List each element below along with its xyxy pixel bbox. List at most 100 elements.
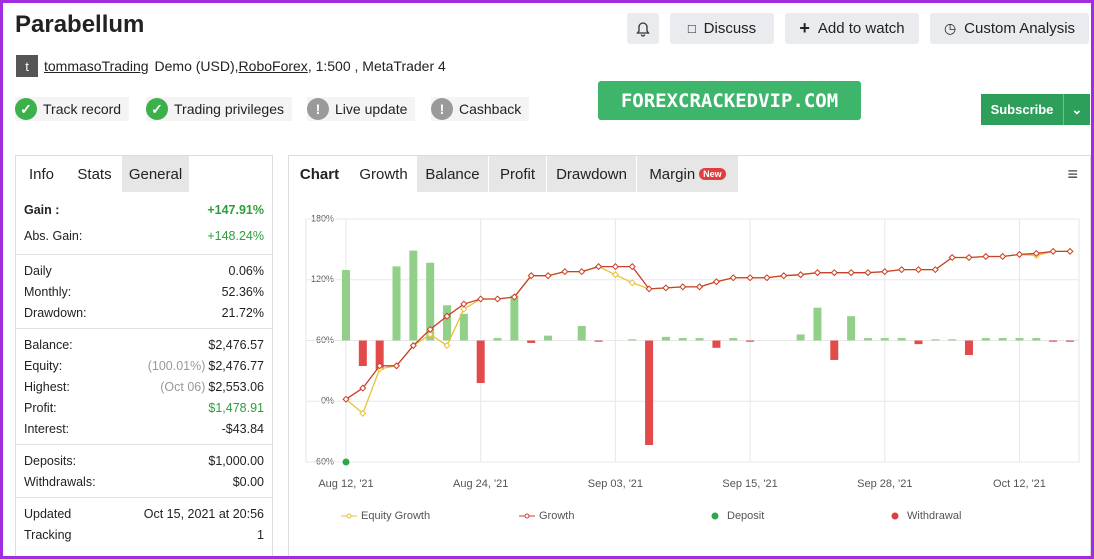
button-label: Discuss: [703, 20, 757, 37]
tab[interactable]: Chart: [289, 156, 351, 192]
stats-groups: Gain : +147.91% Abs. Gain: +148.24% Daily 0.0…: [16, 192, 272, 550]
bar: [1049, 340, 1058, 342]
stats-value: $1,000.00: [208, 453, 264, 468]
watch-button[interactable]: + Add to watch: [785, 13, 919, 44]
stats-label: Drawdown:: [24, 305, 87, 320]
stats-value-wrap: 21.72%: [222, 306, 264, 320]
point: [359, 409, 367, 417]
stats-row: Withdrawals: $0.00: [24, 471, 264, 492]
point: [409, 342, 417, 350]
bar: [729, 338, 738, 341]
point: [477, 295, 485, 303]
bar: [880, 338, 889, 341]
stats-label: Equity:: [24, 358, 63, 373]
stats-note: (Oct 06): [160, 379, 206, 394]
bar: [375, 340, 384, 370]
stats-value-wrap: 1: [257, 528, 264, 542]
tab[interactable]: Margin New: [637, 156, 739, 192]
stats-label: Tracking: [24, 527, 72, 542]
stats-label: Interest:: [24, 421, 70, 436]
new-badge: New: [699, 168, 726, 180]
settings-icon[interactable]: ≡: [1067, 164, 1078, 184]
stats-row: Gain : +147.91%: [24, 197, 264, 223]
bar: [998, 338, 1007, 341]
point: [426, 330, 434, 338]
bar: [443, 305, 452, 341]
point: [426, 325, 434, 333]
point: [611, 263, 619, 271]
bar: [1015, 338, 1024, 341]
bar: [948, 339, 957, 341]
tab[interactable]: Balance: [417, 156, 489, 192]
analysis-button[interactable]: ◷ Custom Analysis: [930, 13, 1089, 44]
stats-value-wrap: 52.36%: [222, 285, 264, 299]
legend-marker: [711, 512, 719, 520]
bar: [1066, 340, 1074, 342]
bar: [847, 316, 856, 341]
point: [1032, 249, 1040, 257]
tab[interactable]: Info: [16, 156, 68, 192]
bell-button[interactable]: [627, 13, 659, 44]
point: [780, 272, 788, 280]
x-tick-label: Aug 24, '21: [453, 478, 508, 490]
badge-label: Trading privileges: [174, 101, 284, 117]
bar: [594, 340, 603, 342]
stats-row: Highest: (Oct 06) $2,553.06: [24, 376, 264, 397]
stats-row: Drawdown: 21.72%: [24, 302, 264, 323]
stats-value-wrap: +148.24%: [207, 229, 264, 243]
stats-row: Deposits: $1,000.00: [24, 450, 264, 471]
stats-label: Updated: [24, 506, 72, 521]
point: [881, 268, 889, 276]
broker-link[interactable]: RoboForex: [238, 58, 308, 74]
y-tick-label: -60%: [313, 456, 334, 466]
point: [864, 269, 872, 277]
point: [392, 362, 401, 370]
stats-value: $0.00: [232, 474, 264, 489]
bar: [476, 340, 485, 384]
bar: [931, 339, 940, 341]
point: [696, 283, 704, 291]
subscribe-button[interactable]: Subscribe ⌄: [981, 94, 1090, 125]
subscribe-label: Subscribe: [990, 102, 1054, 117]
bar: [661, 336, 670, 341]
bar: [544, 335, 553, 341]
bar: [695, 338, 704, 341]
legend-label: Equity Growth: [361, 510, 430, 522]
badge-label: Cashback: [459, 101, 522, 117]
stats-value: $2,553.06: [208, 379, 264, 394]
stats-label: Highest:: [24, 379, 70, 394]
point: [712, 278, 720, 286]
point: [561, 268, 569, 276]
chart-panel: Chart Growth Balance Profit Drawdown Margin N…: [288, 155, 1091, 556]
point: [982, 252, 990, 260]
tab[interactable]: Profit: [489, 156, 547, 192]
x-tick-label: Sep 28, '21: [857, 478, 912, 490]
stats-value: +148.24%: [207, 229, 264, 243]
point: [527, 272, 535, 280]
tab[interactable]: General: [122, 156, 190, 192]
bar: [981, 338, 990, 341]
stats-value: Oct 15, 2021 at 20:56: [143, 506, 264, 521]
discuss-button[interactable]: □ Discuss: [670, 13, 774, 44]
stats-value: 52.36%: [221, 284, 264, 299]
stats-row: Tracking 1: [24, 524, 264, 545]
legend-marker: [346, 513, 352, 519]
tab[interactable]: Drawdown: [547, 156, 637, 192]
point: [797, 271, 805, 279]
y-tick-label: 120%: [311, 274, 334, 284]
tab[interactable]: Stats: [68, 156, 122, 192]
bar: [358, 340, 367, 367]
stats-group: Updated Oct 15, 2021 at 20:56 Tracking 1: [16, 497, 272, 550]
point: [813, 269, 821, 277]
stats-group: Daily 0.06% Monthly: 52.36% Drawdown: 21.72%: [16, 254, 272, 328]
point: [645, 285, 653, 293]
badge-icon: ✓: [146, 98, 168, 120]
watermark: FOREXCRACKEDVIP.COM: [598, 81, 861, 120]
user-link[interactable]: tommasoTrading: [44, 58, 149, 74]
point: [1015, 250, 1024, 258]
tab[interactable]: Growth: [351, 156, 417, 192]
bar: [409, 250, 418, 341]
stats-row: Profit: $1,478.91: [24, 397, 264, 418]
stats-group: Deposits: $1,000.00 Withdrawals: $0.00: [16, 444, 272, 497]
bar: [628, 339, 637, 341]
